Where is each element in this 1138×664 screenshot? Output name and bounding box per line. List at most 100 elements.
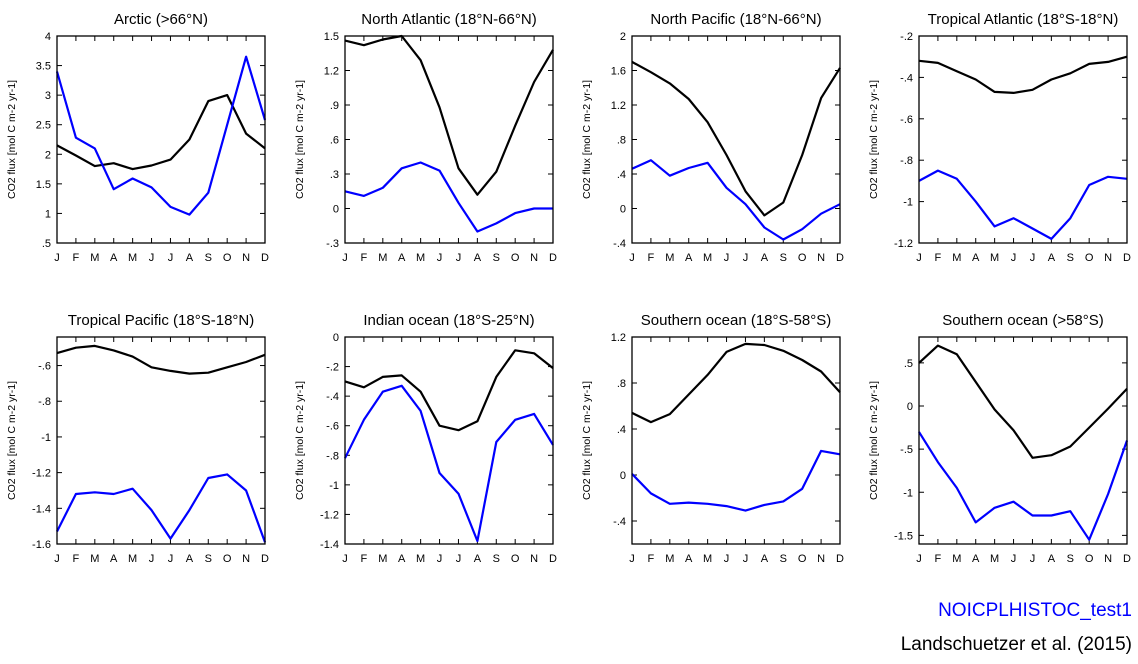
y-axis-label: CO2 flux [mol C m-2 yr-1] xyxy=(581,80,593,199)
legend-model-label: NOICPLHISTOC_test1 xyxy=(938,600,1132,621)
plot-frame xyxy=(631,35,841,244)
y-tick-label: -.6 xyxy=(900,114,913,126)
x-tick-label: S xyxy=(1067,553,1074,565)
y-tick-label: 0 xyxy=(333,204,339,216)
y-tick-label: 1.5 xyxy=(324,31,339,43)
x-tick-label: S xyxy=(780,252,787,264)
y-axis-label: CO2 flux [mol C m-2 yr-1] xyxy=(868,381,880,500)
y-tick-label: -.8 xyxy=(326,450,339,462)
x-tick-label: J xyxy=(1030,553,1036,565)
x-tick-label: J xyxy=(456,252,462,264)
series-line-model xyxy=(631,449,841,512)
x-tick-label: F xyxy=(73,553,80,565)
x-tick-label: J xyxy=(168,252,174,264)
x-tick-label: J xyxy=(743,252,749,264)
y-tick-label: -.4 xyxy=(900,72,913,84)
x-tick-label: M xyxy=(378,553,387,565)
x-tick-label: J xyxy=(1011,252,1017,264)
panel-title: Southern ocean (18°S-58°S) xyxy=(641,312,831,329)
x-tick-label: M xyxy=(128,553,137,565)
x-tick-label: D xyxy=(1123,252,1131,264)
y-tick-label: 3.5 xyxy=(36,61,51,73)
x-tick-label: N xyxy=(242,553,250,565)
panel-title: Southern ocean (>58°S) xyxy=(942,312,1104,329)
panel-5: Tropical Pacific (18°S-18°N) CO2 flux [mo… xyxy=(6,312,269,565)
x-tick-label: J xyxy=(54,252,60,264)
x-tick-label: J xyxy=(456,553,462,565)
x-tick-label: M xyxy=(378,252,387,264)
y-tick-label: -1 xyxy=(903,487,913,499)
x-tick-label: A xyxy=(685,553,693,565)
plot-frame xyxy=(918,35,1128,244)
x-tick-label: J xyxy=(743,553,749,565)
x-tick-label: J xyxy=(629,553,635,565)
y-tick-label: -1 xyxy=(329,480,339,492)
series-line-model xyxy=(918,431,1129,541)
x-tick-label: S xyxy=(1067,252,1074,264)
x-tick-label: M xyxy=(952,252,961,264)
y-tick-label: 1.5 xyxy=(36,179,51,191)
x-tick-label: M xyxy=(128,252,137,264)
x-tick-label: N xyxy=(1104,252,1112,264)
x-tick-label: M xyxy=(416,252,425,264)
y-tick-label: .9 xyxy=(330,100,339,112)
y-tick-label: 0 xyxy=(620,204,626,216)
y-axis-label: CO2 flux [mol C m-2 yr-1] xyxy=(6,381,18,500)
y-tick-label: 1.6 xyxy=(611,66,626,78)
plot-frame xyxy=(631,336,841,545)
plot-frame xyxy=(344,336,554,545)
x-tick-label: J xyxy=(1011,553,1017,565)
y-tick-label: -.4 xyxy=(613,238,626,250)
panel-1: Arctic (>66°N) CO2 flux [mol C m-2 yr-1].… xyxy=(6,11,269,264)
y-tick-label: -.2 xyxy=(900,31,913,43)
x-tick-label: J xyxy=(916,252,922,264)
y-tick-label: .5 xyxy=(42,238,51,250)
x-tick-label: J xyxy=(629,252,635,264)
x-tick-label: A xyxy=(972,252,980,264)
x-tick-label: S xyxy=(493,252,500,264)
x-tick-label: J xyxy=(342,553,348,565)
y-tick-label: -1.4 xyxy=(32,503,51,515)
panel-title: Arctic (>66°N) xyxy=(114,11,208,28)
y-tick-label: -.8 xyxy=(38,396,51,408)
x-tick-label: A xyxy=(110,553,118,565)
x-tick-label: A xyxy=(474,252,482,264)
panel-6: Indian ocean (18°S-25°N) CO2 flux [mol C … xyxy=(294,312,557,565)
y-axis-label: CO2 flux [mol C m-2 yr-1] xyxy=(581,381,593,500)
y-tick-label: -1 xyxy=(41,432,51,444)
x-tick-label: S xyxy=(780,553,787,565)
x-tick-label: J xyxy=(149,252,155,264)
y-tick-label: .6 xyxy=(330,135,339,147)
x-tick-label: O xyxy=(1085,553,1094,565)
plot-frame xyxy=(918,336,1128,545)
series-line-model xyxy=(918,169,1128,240)
y-tick-label: 3 xyxy=(45,90,51,102)
x-tick-label: A xyxy=(1048,553,1056,565)
x-tick-label: J xyxy=(724,553,730,565)
x-tick-label: D xyxy=(549,553,557,565)
x-tick-label: A xyxy=(972,553,980,565)
y-tick-label: 0 xyxy=(620,470,626,482)
x-tick-label: J xyxy=(916,553,922,565)
x-tick-label: N xyxy=(530,252,538,264)
x-tick-label: F xyxy=(361,553,368,565)
x-tick-label: D xyxy=(549,252,557,264)
x-tick-label: D xyxy=(261,553,269,565)
x-tick-label: O xyxy=(223,252,232,264)
y-tick-label: .4 xyxy=(617,169,626,181)
series-line-model xyxy=(344,161,553,233)
x-tick-label: M xyxy=(90,553,99,565)
series-line-observed xyxy=(344,34,554,196)
y-axis-label: CO2 flux [mol C m-2 yr-1] xyxy=(6,80,18,199)
x-tick-label: M xyxy=(703,252,712,264)
x-tick-label: J xyxy=(168,553,174,565)
y-tick-label: -.2 xyxy=(326,362,339,374)
x-tick-label: S xyxy=(205,252,212,264)
y-tick-label: 2 xyxy=(620,31,626,43)
x-tick-label: O xyxy=(511,553,520,565)
x-tick-label: A xyxy=(474,553,482,565)
y-tick-label: -1.6 xyxy=(32,539,51,551)
series-line-model xyxy=(631,159,841,241)
x-tick-label: N xyxy=(1104,553,1112,565)
